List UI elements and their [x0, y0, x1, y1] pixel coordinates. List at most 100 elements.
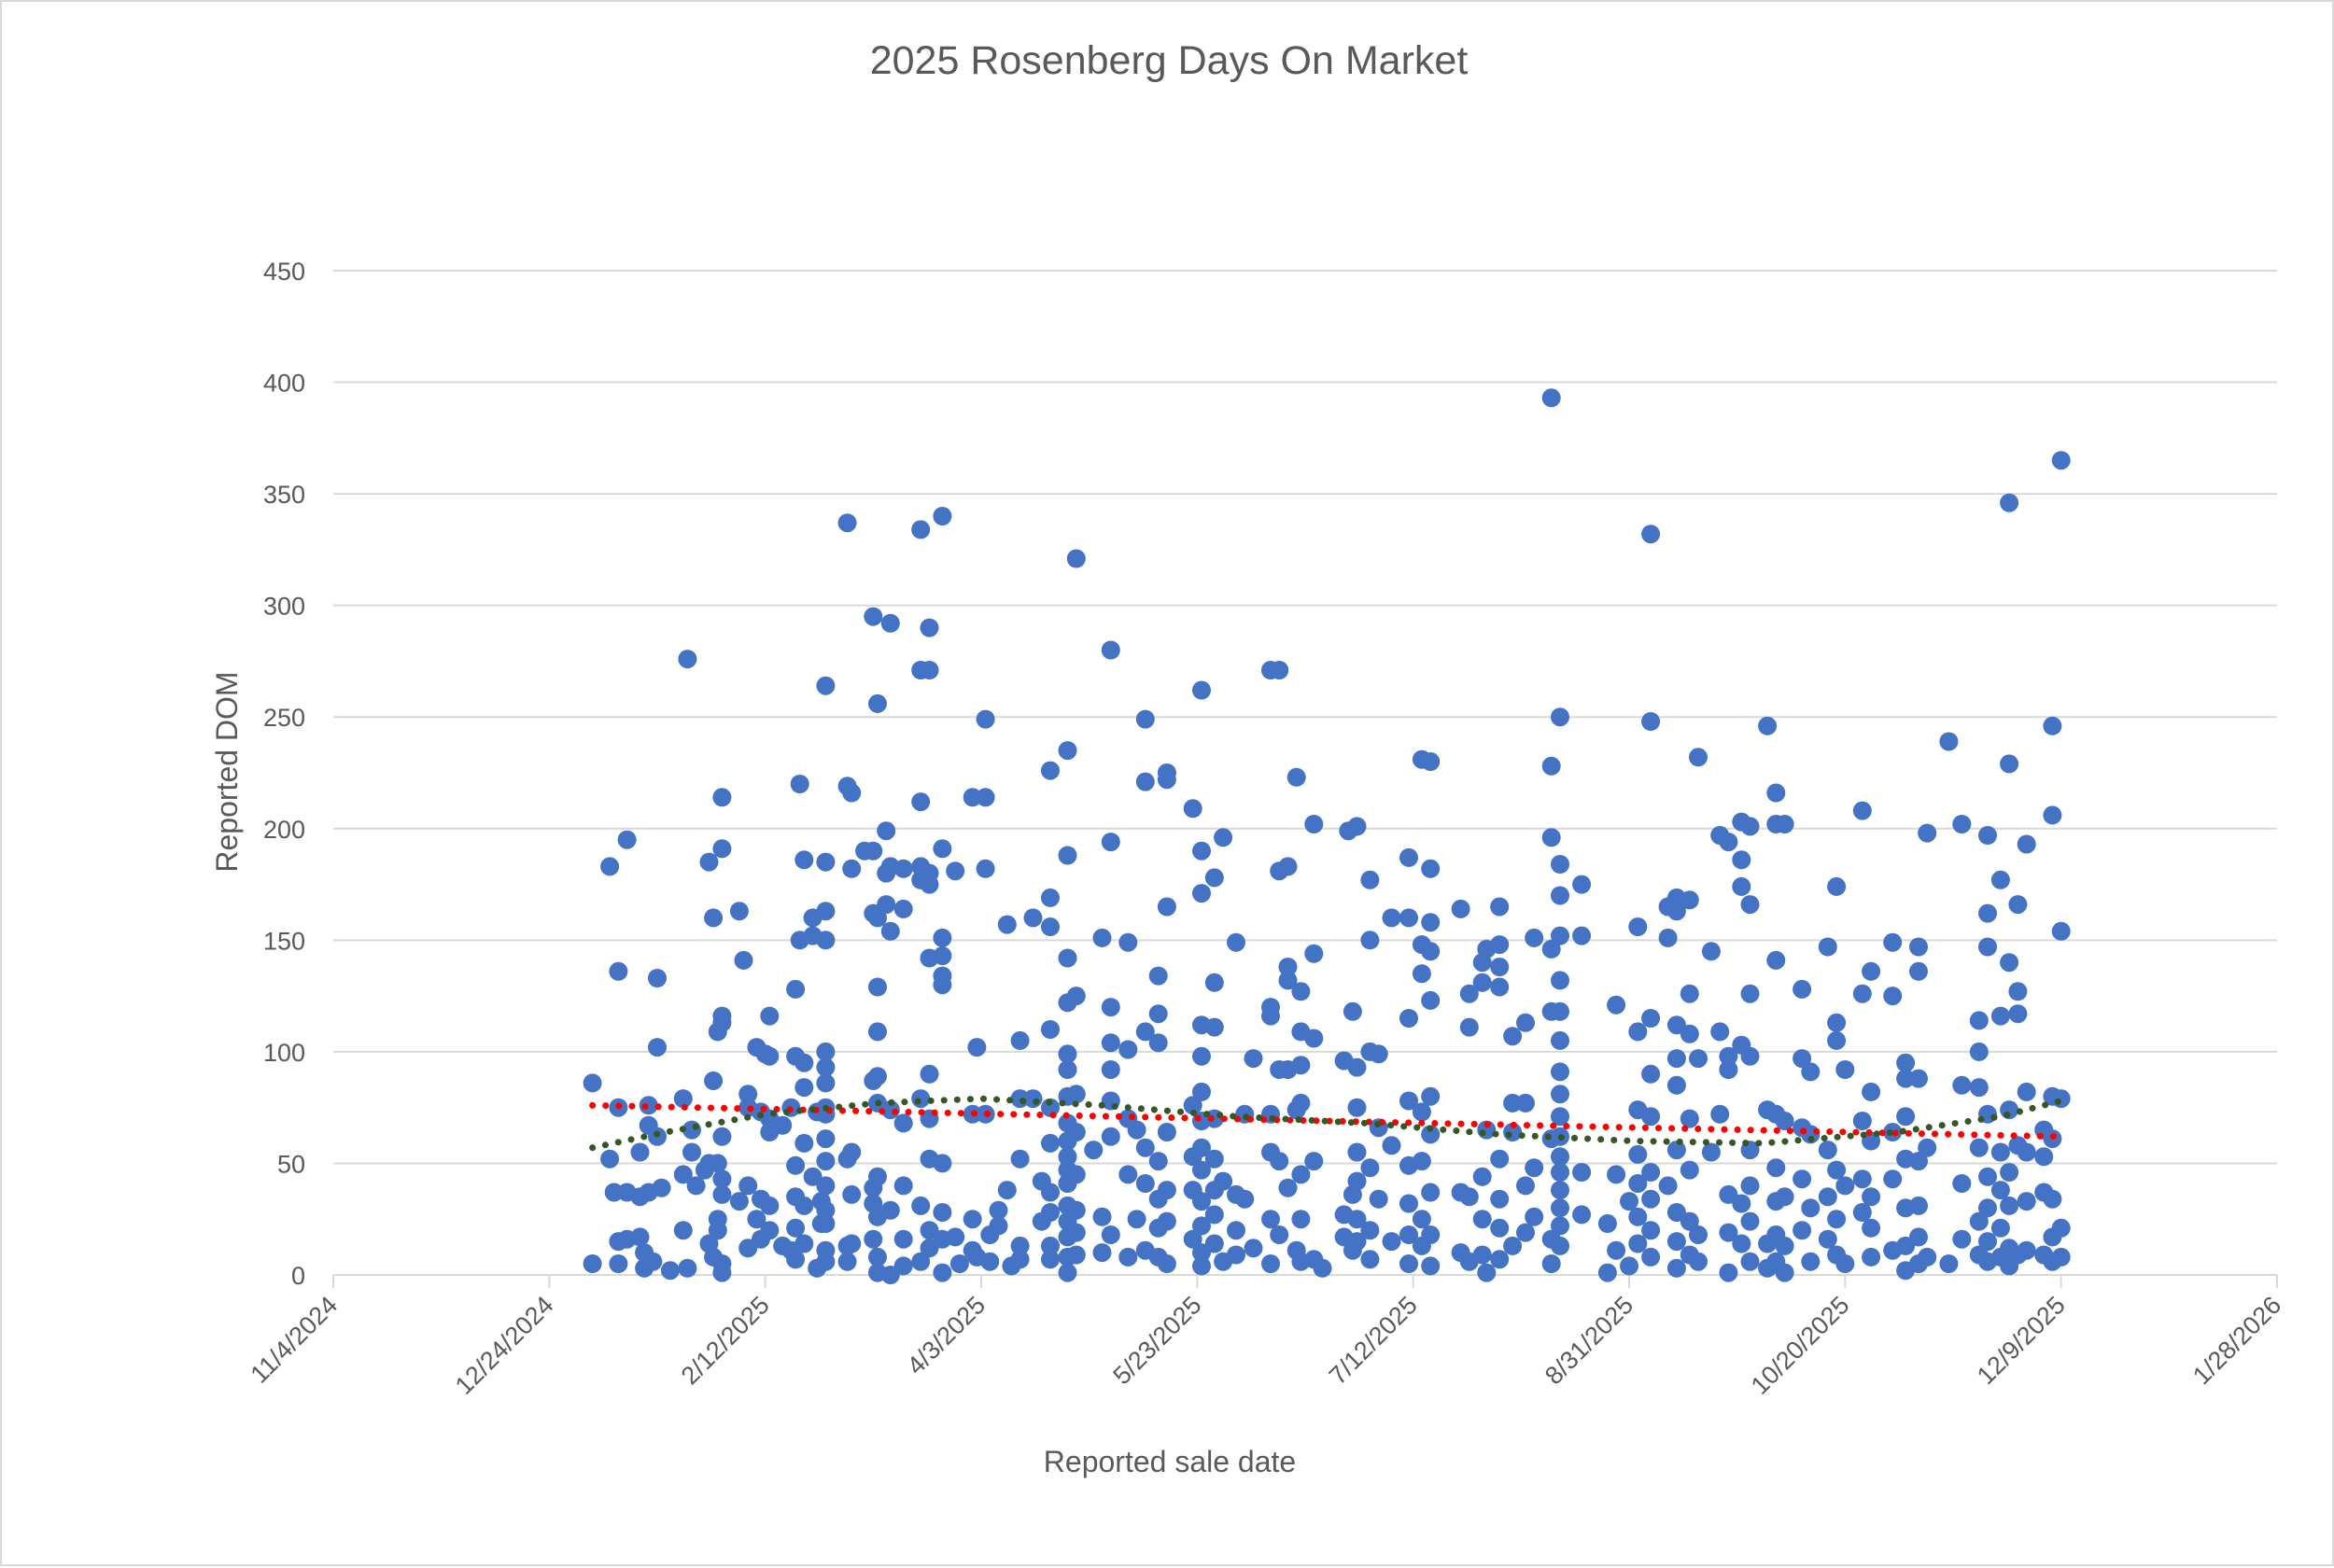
data-point [1291, 1210, 1311, 1229]
data-point [911, 520, 931, 539]
data-point [1551, 1198, 1569, 1218]
y-tick-label: 50 [277, 1150, 305, 1178]
data-point [1135, 1138, 1155, 1157]
data-point [1459, 1017, 1479, 1037]
data-point [1775, 1263, 1794, 1282]
data-point [1192, 1192, 1211, 1211]
data-point [1827, 1013, 1847, 1032]
data-point [1978, 903, 1997, 923]
data-point [1127, 1120, 1146, 1140]
data-point [1192, 1216, 1211, 1236]
data-point [1291, 1165, 1311, 1184]
data-point [1092, 1243, 1112, 1263]
x-tick-label: 12/9/2025 [1972, 1291, 2071, 1390]
data-point [1118, 1165, 1138, 1184]
data-point [1278, 958, 1298, 976]
data-point [1852, 1112, 1872, 1130]
data-point [583, 1073, 602, 1093]
data-point [1572, 1163, 1592, 1182]
data-point [1835, 1254, 1855, 1273]
data-point [794, 1196, 814, 1215]
data-point [2051, 1218, 2071, 1238]
data-point [1135, 1174, 1155, 1193]
data-point [1666, 1232, 1686, 1252]
data-point [1607, 1165, 1626, 1184]
data-point [816, 931, 836, 950]
data-point [816, 1252, 836, 1271]
data-point [1516, 1176, 1535, 1196]
data-point [1801, 1198, 1821, 1218]
data-point [1666, 1258, 1686, 1278]
data-point [1689, 1225, 1708, 1244]
data-point [1666, 902, 1686, 921]
x-tick-label: 2/12/2025 [676, 1291, 775, 1390]
data-point [1909, 1069, 1928, 1088]
data-point [600, 1149, 620, 1169]
data-point [1204, 1017, 1224, 1037]
data-point [1412, 1102, 1431, 1122]
data-point [967, 1038, 987, 1057]
data-point [773, 1115, 793, 1135]
data-point [989, 1216, 1008, 1236]
data-point [1101, 1127, 1120, 1146]
data-point [1287, 767, 1306, 787]
data-point [1801, 1252, 1821, 1271]
y-tick-label: 250 [263, 704, 305, 732]
data-point [1990, 1142, 2010, 1162]
x-tick-label: 10/20/2025 [1746, 1291, 1855, 1400]
data-point [1066, 1223, 1086, 1242]
data-point [2008, 895, 2028, 915]
data-point [1214, 828, 1233, 847]
data-point [1399, 1254, 1418, 1273]
data-point [1041, 1203, 1060, 1222]
data-point [652, 1178, 671, 1197]
data-point [1793, 1221, 1812, 1240]
data-point [880, 613, 900, 633]
data-point [1666, 1015, 1686, 1035]
data-point [1360, 1221, 1380, 1240]
data-point [989, 1200, 1008, 1220]
data-point [1041, 1183, 1060, 1202]
data-point [837, 513, 857, 533]
data-point [1472, 973, 1492, 992]
data-point [704, 1071, 724, 1090]
data-point [1041, 1133, 1060, 1153]
data-point [1399, 1225, 1418, 1244]
data-point [794, 1234, 814, 1253]
data-point [1551, 1085, 1569, 1104]
data-point [1541, 388, 1561, 408]
data-point [816, 1152, 836, 1171]
data-point [816, 1176, 836, 1196]
data-point [1382, 1136, 1401, 1155]
data-point [1041, 888, 1060, 907]
data-point [877, 895, 896, 915]
data-point [1066, 1123, 1086, 1141]
data-point [1041, 761, 1060, 780]
data-point [1278, 857, 1298, 876]
data-point [1597, 1214, 1617, 1233]
data-point [1541, 1254, 1561, 1273]
data-point [1041, 1098, 1060, 1117]
x-tick-label: 1/28/2026 [2187, 1291, 2286, 1390]
data-point [1918, 1247, 1937, 1267]
y-tick-label: 100 [263, 1039, 305, 1067]
data-point [1719, 1263, 1738, 1282]
data-point [1740, 1176, 1760, 1196]
data-point [1066, 1200, 1086, 1220]
y-tick-label: 150 [263, 927, 305, 955]
data-point [583, 1254, 602, 1273]
data-point [920, 1064, 939, 1084]
data-point [1058, 1263, 1077, 1282]
data-point [1818, 1141, 1837, 1160]
data-point [673, 1089, 693, 1109]
data-point [1399, 1091, 1418, 1111]
data-point [1827, 1210, 1847, 1229]
data-point [2008, 1004, 2028, 1024]
data-point [1969, 1011, 1989, 1030]
data-point [1719, 1184, 1738, 1204]
data-point [1835, 1060, 1855, 1079]
data-point [673, 1221, 693, 1240]
data-point [1525, 1207, 1544, 1226]
data-point [976, 788, 995, 807]
data-point [712, 1169, 732, 1189]
